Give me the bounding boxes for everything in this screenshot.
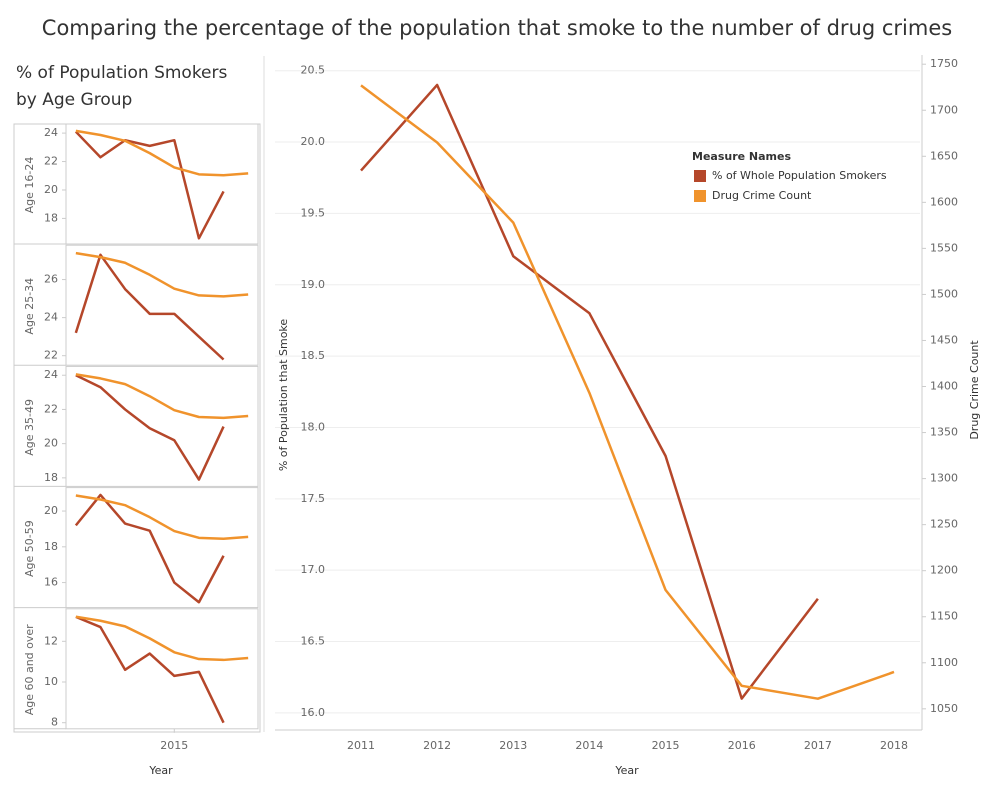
x-axis-title: Year: [148, 764, 173, 777]
panel-title: by Age Group: [16, 90, 132, 110]
x-tick-label: 2015: [160, 739, 188, 752]
line: [75, 251, 249, 298]
row-label: Age 16-24: [23, 157, 36, 214]
x-tick-label: 2014: [575, 739, 603, 752]
line: [360, 83, 819, 700]
y2-tick-label: 1400: [930, 380, 958, 393]
panel-frame: [65, 365, 259, 487]
y-tick-label: 18: [44, 211, 58, 224]
x-tick-label: 2016: [728, 739, 756, 752]
y-tick-label: 10: [44, 675, 58, 688]
x-tick-label: 2018: [880, 739, 908, 752]
y-tick-label: 16: [44, 576, 58, 589]
y-tick-label: 24: [44, 126, 58, 139]
panel-frame: [65, 608, 259, 730]
y-tick-label: 16.5: [301, 635, 326, 648]
y2-tick-label: 1650: [930, 149, 958, 162]
line: [74, 493, 225, 604]
y2-tick-label: 1250: [930, 518, 958, 531]
line: [74, 130, 225, 240]
y-tick-label: 20.0: [301, 135, 326, 148]
y-tick-label: 20.5: [301, 64, 326, 77]
y-tick-label: 22: [44, 402, 58, 415]
x-tick-label: 2017: [804, 739, 832, 752]
line: [75, 129, 249, 177]
panel-frame: [65, 244, 259, 366]
legend-label: Drug Crime Count: [712, 189, 812, 202]
legend-swatch: [694, 190, 706, 202]
y2-tick-label: 1150: [930, 610, 958, 623]
line: [75, 374, 225, 481]
panel-frame: [65, 487, 259, 609]
y-tick-label: 18.5: [301, 349, 326, 362]
y-tick-label: 17.0: [301, 563, 326, 576]
y-tick-label: 22: [44, 349, 58, 362]
row-label: Age 50-59: [23, 520, 36, 577]
y-tick-label: 26: [44, 273, 58, 286]
y-axis-title: % of Population that Smoke: [277, 319, 290, 472]
y2-tick-label: 1600: [930, 195, 958, 208]
row-label: Age 60 and over: [23, 624, 36, 715]
y-tick-label: 18: [44, 540, 58, 553]
line: [75, 615, 249, 662]
y2-tick-label: 1350: [930, 426, 958, 439]
y-tick-label: 18.0: [301, 420, 326, 433]
y-tick-label: 16.0: [301, 706, 326, 719]
y2-tick-label: 1500: [930, 287, 958, 300]
y2-tick-label: 1550: [930, 241, 958, 254]
panel-frame: [65, 123, 259, 245]
y-tick-label: 24: [44, 368, 58, 381]
y2-tick-label: 1200: [930, 564, 958, 577]
x-tick-label: 2015: [652, 739, 680, 752]
line: [360, 84, 895, 700]
y-tick-label: 19.0: [301, 278, 326, 291]
panel-title: % of Population Smokers: [16, 63, 228, 83]
y-tick-label: 24: [44, 311, 58, 324]
line: [75, 373, 249, 420]
y-tick-label: 8: [51, 716, 58, 729]
y2-tick-label: 1750: [930, 57, 958, 70]
y2-tick-label: 1700: [930, 103, 958, 116]
y-tick-label: 18: [44, 471, 58, 484]
legend-label: % of Whole Population Smokers: [712, 169, 887, 182]
line: [75, 615, 225, 724]
dashboard-title: Comparing the percentage of the populati…: [42, 16, 952, 40]
y-tick-label: 12: [44, 634, 58, 647]
y-tick-label: 17.5: [301, 492, 326, 505]
x-tick-label: 2012: [423, 739, 451, 752]
x-tick-label: 2011: [347, 739, 375, 752]
y2-axis-title: Drug Crime Count: [968, 340, 981, 440]
legend-title: Measure Names: [692, 150, 791, 163]
y2-tick-label: 1450: [930, 333, 958, 346]
y2-tick-label: 1050: [930, 702, 958, 715]
y-tick-label: 20: [44, 504, 58, 517]
y-tick-label: 20: [44, 183, 58, 196]
y-tick-label: 19.5: [301, 206, 326, 219]
line: [75, 494, 249, 540]
row-label: Age 25-34: [23, 278, 36, 335]
y-tick-label: 20: [44, 437, 58, 450]
legend-swatch: [694, 170, 706, 182]
y2-tick-label: 1300: [930, 472, 958, 485]
y-tick-label: 22: [44, 155, 58, 168]
x-axis-title: Year: [614, 764, 639, 777]
y2-tick-label: 1100: [930, 656, 958, 669]
line: [74, 253, 225, 361]
x-tick-label: 2013: [499, 739, 527, 752]
row-label: Age 35-49: [23, 399, 36, 456]
